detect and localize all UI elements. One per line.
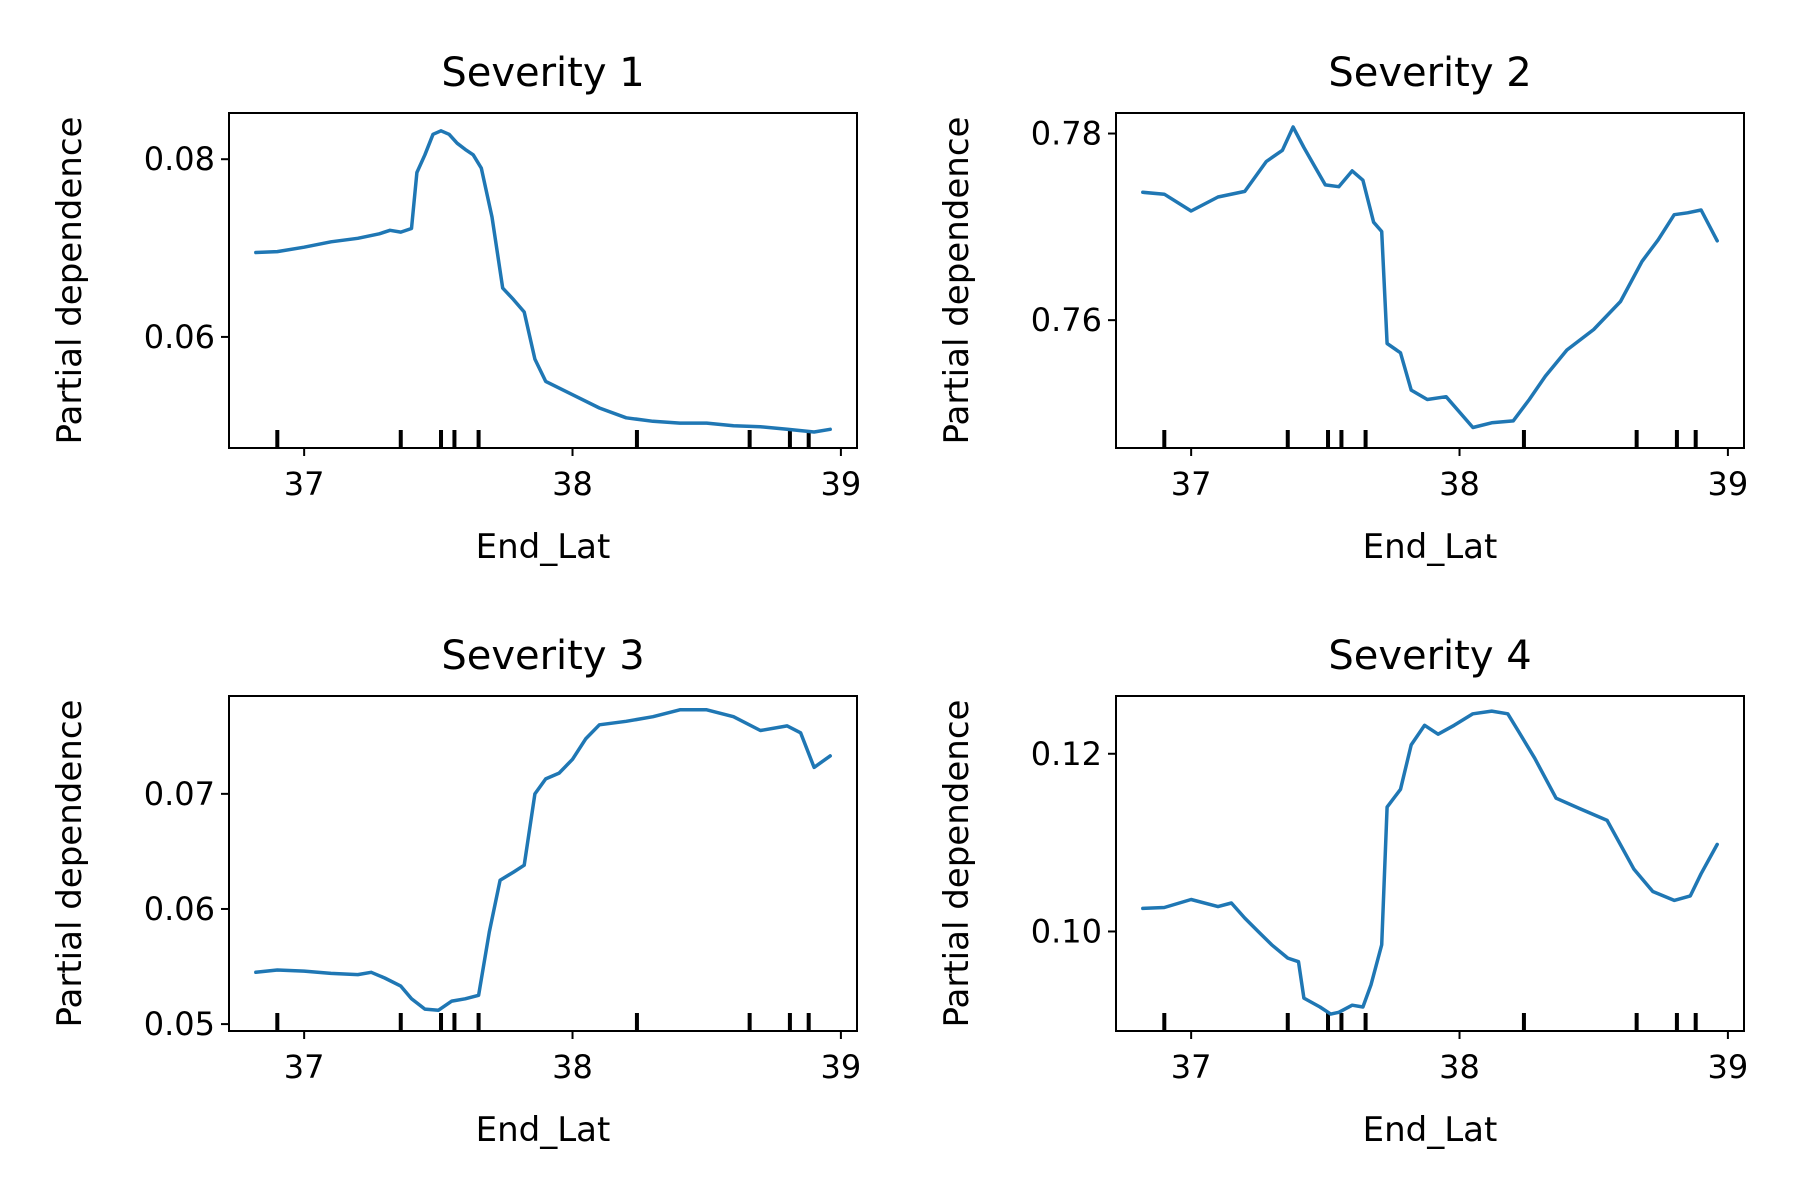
x-axis-label: End_Lat	[1363, 1110, 1498, 1150]
x-tick-label: 39	[1708, 465, 1749, 503]
x-tick-label: 38	[552, 465, 593, 503]
axes-frame	[1115, 695, 1745, 1032]
axes-frame	[228, 112, 858, 449]
y-tick-label: 0.12	[1031, 735, 1102, 773]
x-tick-label: 37	[284, 465, 325, 503]
partial-dependence-line	[254, 708, 832, 1013]
y-tick-label: 0.78	[1031, 115, 1102, 153]
x-axis-label: End_Lat	[1363, 527, 1498, 567]
partial-dependence-line	[254, 129, 832, 434]
x-tick-label: 38	[552, 1048, 593, 1086]
panel-2: Severity 2 37 38 39 0.76 0.78 End_Lat Partial d…	[937, 50, 1748, 567]
y-axis-label: Partial dependence	[50, 700, 90, 1028]
axes-frame	[228, 695, 858, 1032]
partial-dependence-line	[1141, 709, 1719, 1016]
y-tick-label: 0.10	[1031, 912, 1102, 950]
y-tick-label: 0.07	[144, 775, 215, 813]
y-tick-label: 0.06	[144, 318, 215, 356]
panel-1: Severity 1 37 38 39 0.06 0.08 End_Lat Partial d…	[50, 50, 861, 567]
x-tick-label: 37	[1171, 465, 1212, 503]
x-axis-label: End_Lat	[476, 1110, 611, 1150]
x-tick-label: 39	[1708, 1048, 1749, 1086]
y-axis-label: Partial dependence	[50, 117, 90, 445]
x-tick-label: 38	[1439, 465, 1480, 503]
x-axis-label: End_Lat	[476, 527, 611, 567]
y-tick-label: 0.05	[144, 1005, 215, 1043]
panel-title: Severity 3	[441, 633, 644, 679]
x-tick-label: 37	[1171, 1048, 1212, 1086]
x-tick-label: 38	[1439, 1048, 1480, 1086]
y-axis-label: Partial dependence	[937, 700, 977, 1028]
panel-title: Severity 4	[1328, 633, 1531, 679]
x-tick-label: 37	[284, 1048, 325, 1086]
panel-4: Severity 4 37 38 39 0.10 0.12 End_Lat Partial d…	[937, 633, 1748, 1150]
x-tick-label: 39	[821, 1048, 862, 1086]
y-axis-label: Partial dependence	[937, 117, 977, 445]
y-tick-label: 0.76	[1031, 301, 1102, 339]
partial-dependence-line	[1141, 125, 1719, 430]
x-tick-label: 39	[821, 465, 862, 503]
panel-title: Severity 1	[441, 50, 644, 96]
axes-frame	[1115, 112, 1745, 449]
panel-3: Severity 3 37 38 39 0.05 0.06 0.07 End_Lat Parti…	[50, 633, 861, 1150]
y-tick-label: 0.08	[144, 140, 215, 178]
panel-title: Severity 2	[1328, 50, 1531, 96]
y-tick-label: 0.06	[144, 890, 215, 928]
